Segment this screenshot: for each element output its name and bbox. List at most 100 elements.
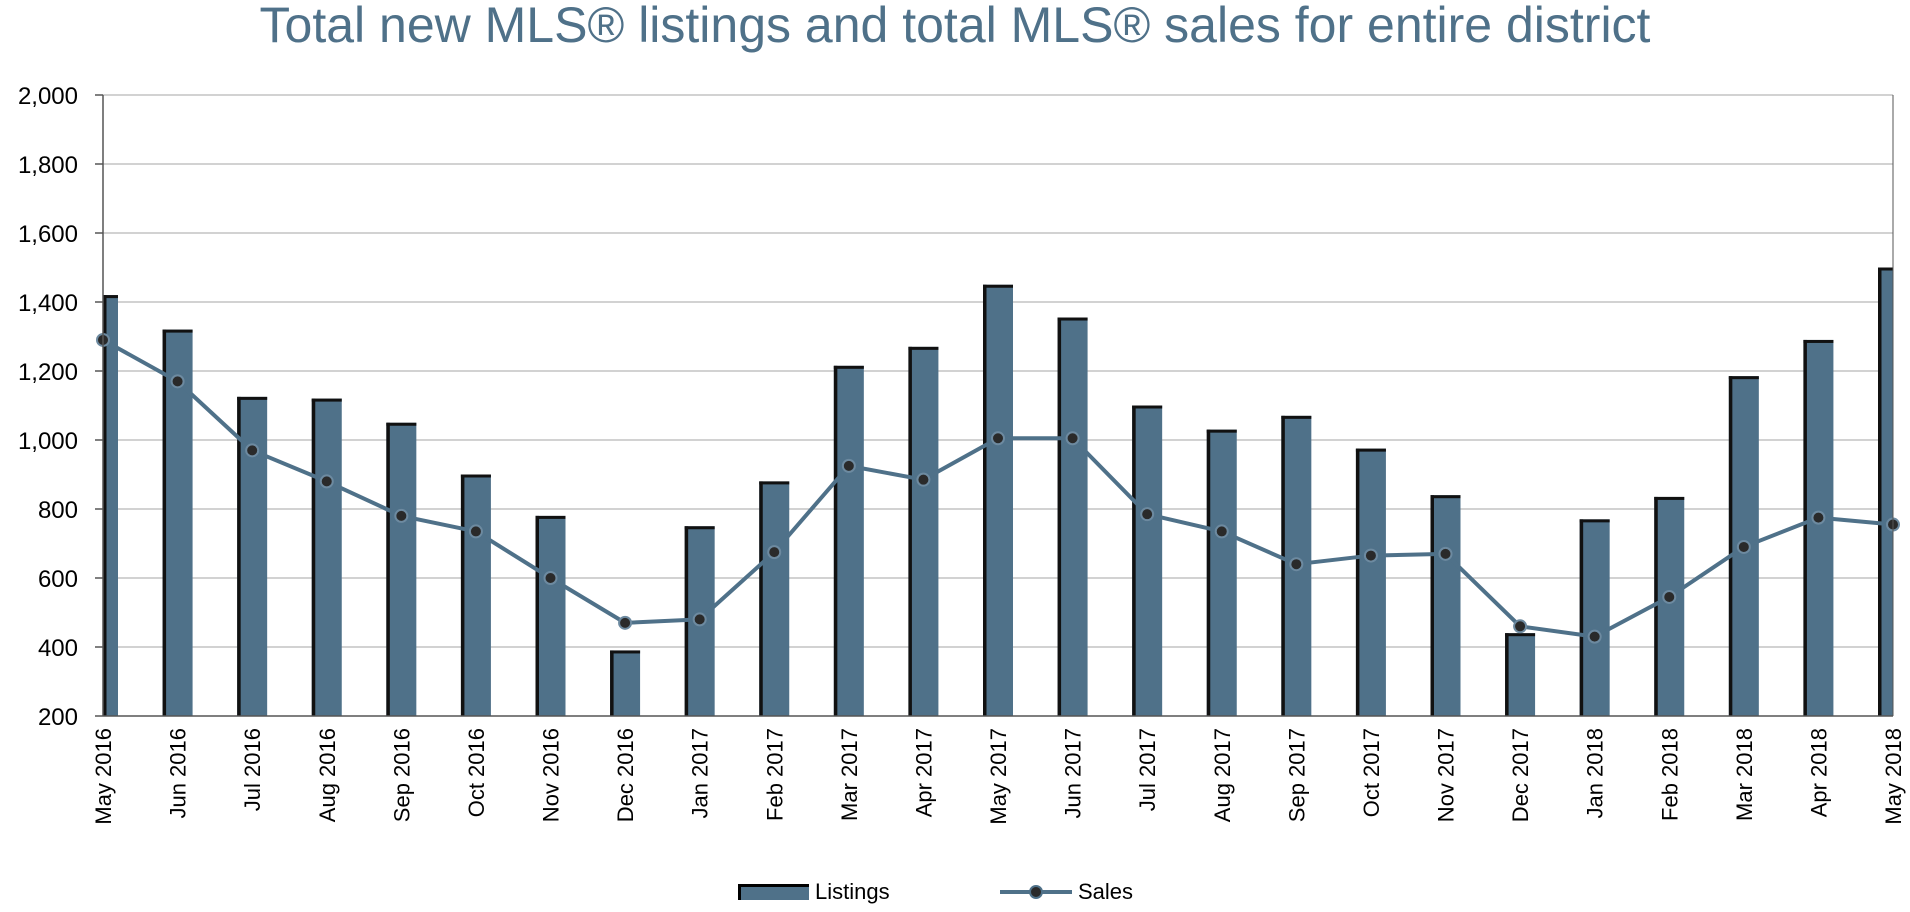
listings-bar-edge: [908, 346, 912, 716]
x-tick-label: Mar 2018: [1732, 728, 1757, 821]
sales-point: [618, 615, 633, 630]
x-tick-label: Feb 2017: [762, 728, 787, 821]
x-tick-label: Jun 2017: [1061, 728, 1086, 819]
listings-bar: [1878, 267, 1893, 716]
listings-bar: [103, 295, 118, 716]
x-tick-label: Sep 2017: [1284, 728, 1309, 822]
listings-bar-edge: [535, 515, 566, 519]
listings-bar: [1355, 448, 1386, 716]
sales-point: [841, 458, 856, 473]
y-tick-label: 400: [38, 635, 78, 662]
listings-bar-edge: [1654, 496, 1658, 716]
listings-bar-fill: [1579, 519, 1610, 716]
listings-bar-fill: [1430, 495, 1461, 716]
listings-bar-fill: [1057, 317, 1088, 716]
sales-legend-label: Sales: [1078, 879, 1134, 904]
x-tick-label: Nov 2017: [1434, 728, 1459, 822]
listings-bar-edge: [1355, 448, 1386, 452]
listings-bar: [983, 284, 1013, 716]
x-tick-label: Oct 2017: [1359, 728, 1384, 817]
listings-bar-edge: [1803, 339, 1834, 343]
listings-bar-edge: [759, 481, 763, 716]
sales-point: [692, 612, 707, 627]
y-tick-label: 800: [38, 497, 78, 524]
y-tick-label: 600: [38, 566, 78, 593]
x-tick-label: Jan 2018: [1583, 728, 1608, 819]
listings-bar-edge: [535, 515, 539, 716]
listings-bar-edge: [103, 295, 118, 299]
listings-bar: [311, 398, 342, 716]
listings-bar-fill: [162, 329, 193, 716]
x-tick-label: Sep 2016: [389, 728, 414, 822]
sales-point: [1214, 524, 1229, 539]
sales-point: [1065, 431, 1080, 446]
x-tick-label: Apr 2017: [911, 728, 936, 817]
listings-bar-edge: [908, 346, 939, 350]
x-tick-label: May 2016: [91, 728, 116, 825]
listings-bar-edge: [1579, 519, 1584, 716]
sales-point: [468, 524, 483, 539]
listings-bar-edge: [311, 398, 342, 402]
listings-bar-edge: [833, 365, 864, 369]
listings-bar-edge: [1206, 429, 1211, 716]
listings-bar: [1505, 633, 1536, 716]
listings-bar: [1579, 519, 1610, 716]
listings-bar: [162, 329, 193, 716]
sales-point: [767, 545, 782, 560]
listings-bar-edge: [1430, 495, 1461, 499]
listings-bar-edge: [1505, 633, 1536, 637]
legend-item-listings: Listings: [738, 875, 890, 909]
listings-bar-edge: [1430, 495, 1434, 716]
x-tick-label: Oct 2016: [464, 728, 489, 817]
listings-bar: [1430, 495, 1461, 716]
x-tick-label: Dec 2017: [1508, 728, 1533, 822]
listings-bar: [1654, 496, 1685, 716]
sales-point: [1363, 548, 1378, 563]
x-tick-label: Jan 2017: [688, 728, 713, 819]
listings-bar-fill: [1803, 339, 1834, 716]
listings-bar: [759, 481, 790, 716]
sales-point: [1811, 510, 1826, 525]
listings-bar-edge: [1132, 405, 1136, 716]
sales-point: [170, 374, 185, 389]
chart-title: Total new MLS® listings and total MLS® s…: [259, 0, 1651, 53]
legend-item-sales: Sales: [998, 875, 1133, 909]
x-tick-label: Aug 2016: [315, 728, 340, 822]
x-tick-label: May 2018: [1881, 728, 1906, 825]
sales-point: [319, 474, 334, 489]
listings-bar-fill: [908, 346, 939, 716]
listings-bar-fill: [759, 481, 790, 716]
x-tick-label: Feb 2018: [1657, 728, 1682, 821]
sales-point: [1662, 589, 1677, 604]
listings-bar-edge: [162, 329, 193, 333]
listings-bar-edge: [1057, 317, 1088, 321]
listings-bar-fill: [535, 515, 566, 716]
x-tick-label: Nov 2016: [539, 728, 564, 822]
x-tick-label: May 2017: [986, 728, 1011, 825]
listings-bar-edge: [610, 650, 641, 654]
y-tick-label: 1,400: [18, 290, 78, 317]
sales-point: [1587, 629, 1602, 644]
listings-bar-edge: [386, 422, 390, 716]
listings-bar-fill: [103, 295, 118, 716]
sales-point: [394, 508, 409, 523]
listings-bar: [386, 422, 417, 716]
axes: [95, 94, 1894, 717]
sales-point: [245, 443, 260, 458]
listings-bar-edge: [1878, 267, 1882, 716]
x-tick-label: Jul 2016: [240, 728, 265, 811]
listings-bar: [908, 346, 939, 716]
listings-bar-edge: [460, 474, 491, 478]
x-tick-label: Mar 2017: [837, 728, 862, 821]
listings-bar-edge: [1579, 519, 1610, 523]
listings-bar-edge: [1281, 415, 1285, 716]
listings-bar-edge: [237, 396, 241, 716]
listings-bar-edge: [1505, 633, 1509, 716]
listings-bar-edge: [1281, 415, 1312, 419]
listings-bar-fill: [1505, 633, 1536, 716]
listings-bar-edge: [386, 422, 417, 426]
listings-bar-fill: [1132, 405, 1163, 716]
listings-bar-fill: [1355, 448, 1386, 716]
sales-point: [543, 571, 558, 585]
